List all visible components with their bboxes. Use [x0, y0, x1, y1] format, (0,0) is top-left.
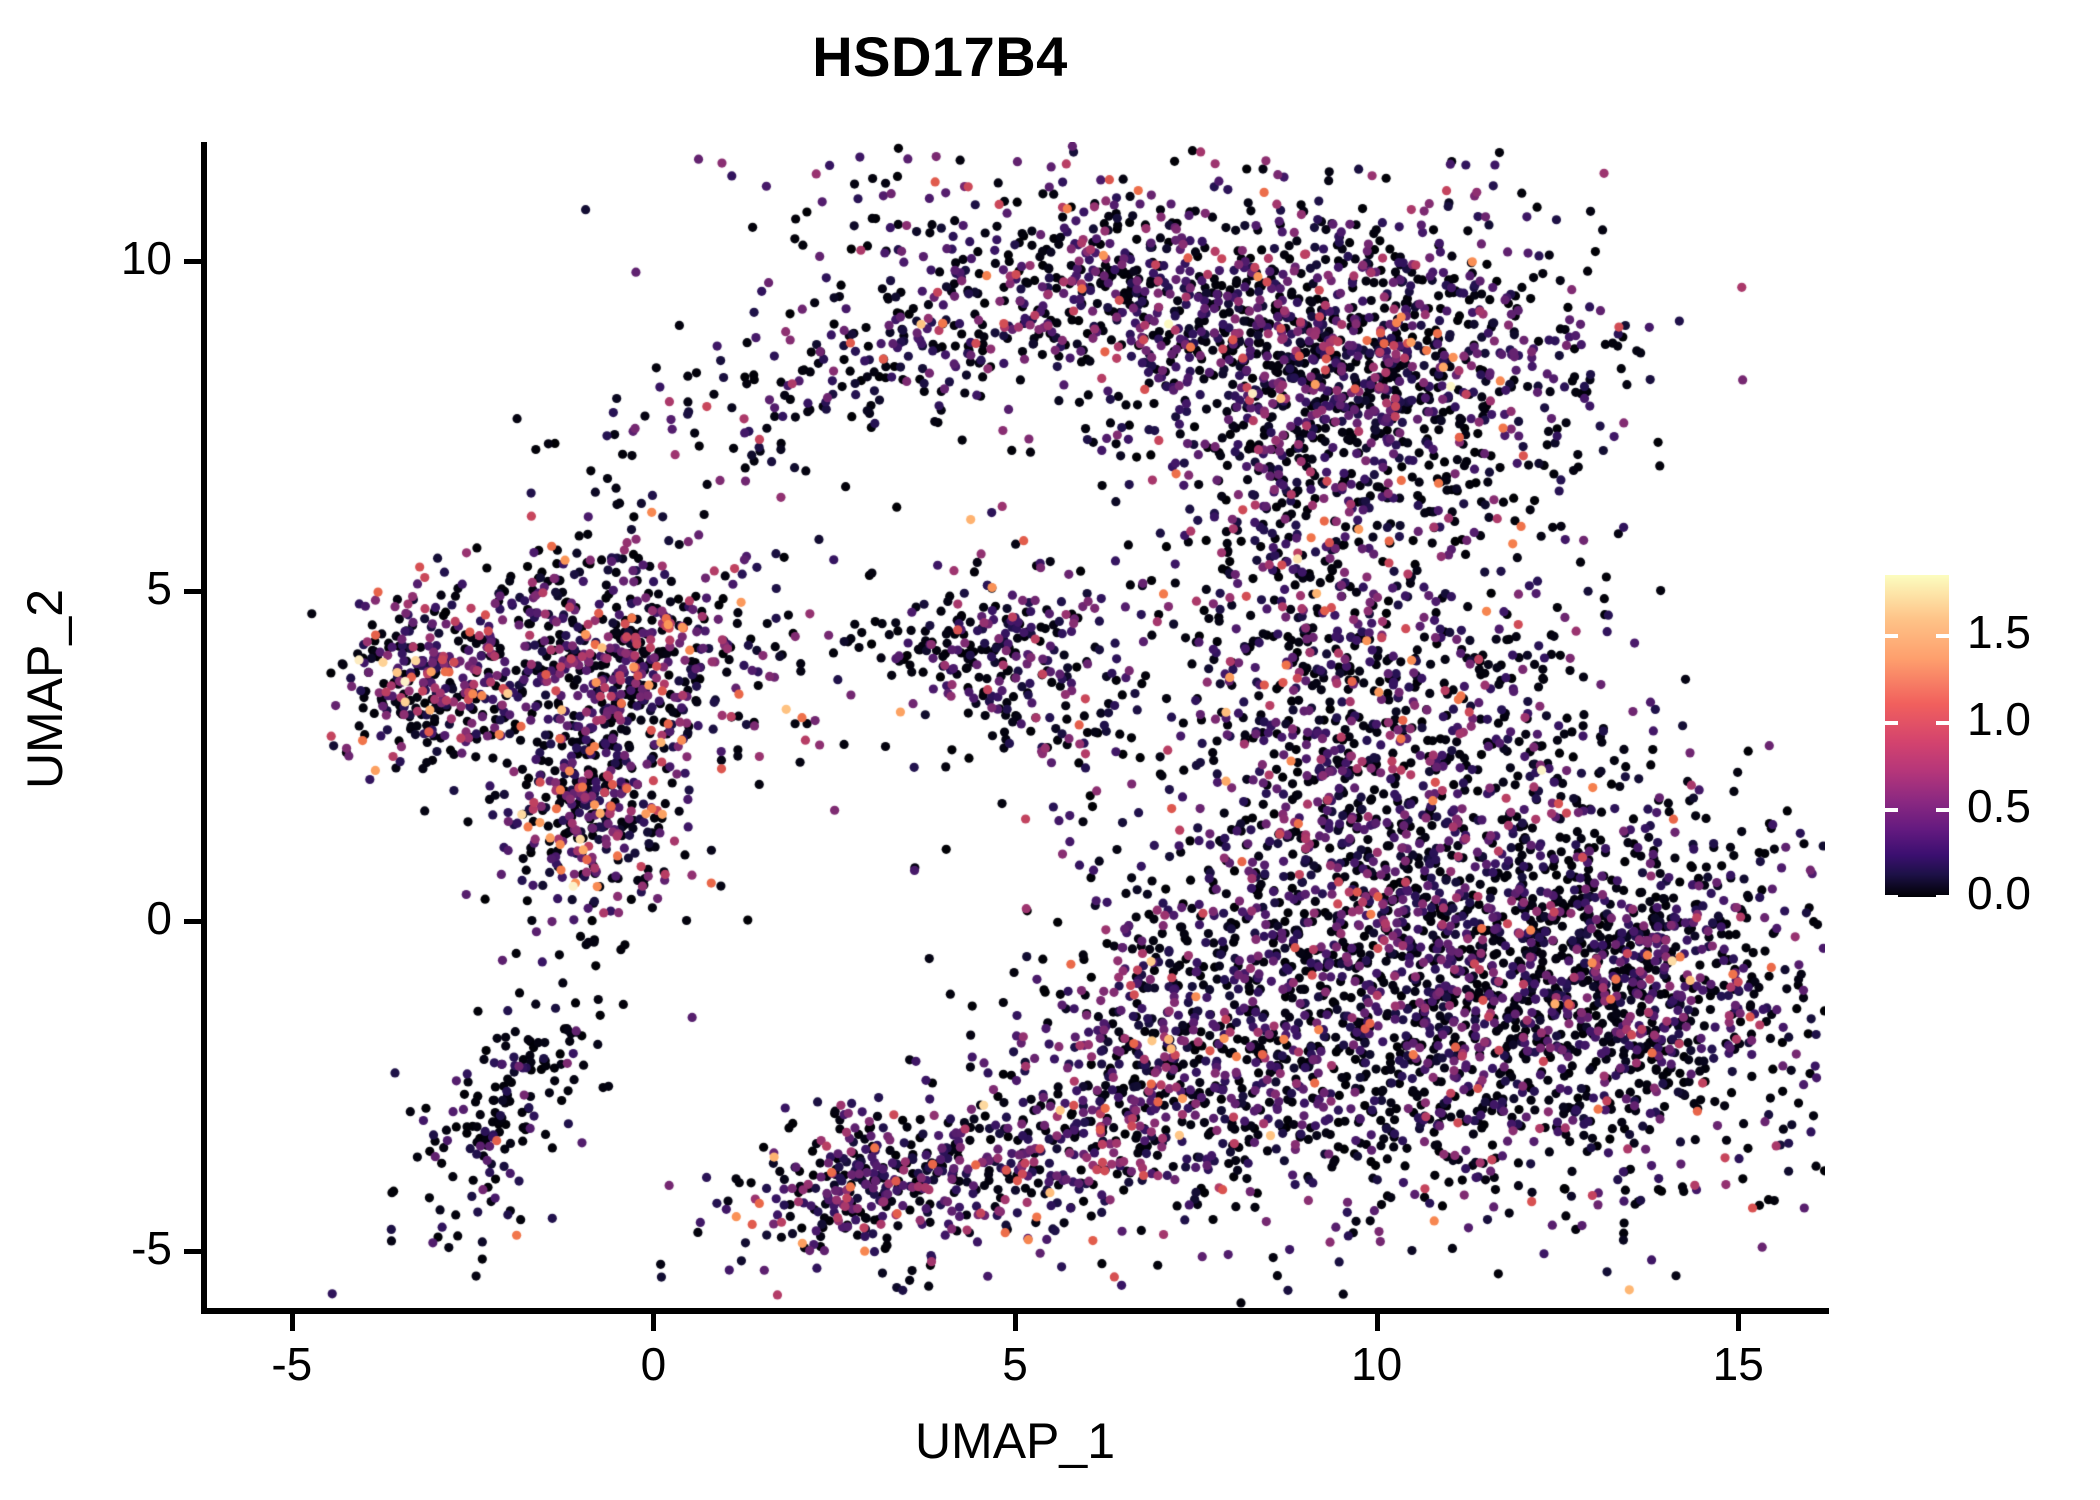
- x-tick-label: 0: [640, 1338, 667, 1390]
- x-tick-mark: [1013, 1314, 1018, 1331]
- x-axis-line: [201, 1308, 1829, 1314]
- x-tick-mark: [651, 1314, 657, 1331]
- colorbar-tick-mark: [1936, 807, 1949, 812]
- x-tick-label: 15: [1712, 1338, 1764, 1390]
- colorbar-tick-mark: [1936, 720, 1949, 725]
- y-tick-mark: [184, 918, 201, 924]
- y-tick-mark: [184, 258, 201, 264]
- colorbar-tick-mark: [1885, 633, 1898, 638]
- colorbar-tick-label: 1.5: [1967, 605, 2031, 658]
- page-title: HSD17B4: [812, 25, 1068, 88]
- y-tick-label: 0: [146, 891, 172, 944]
- scatter-points-canvas: [205, 142, 1825, 1310]
- x-tick-mark: [289, 1314, 295, 1331]
- colorbar-tick-label: 0.5: [1967, 779, 2031, 832]
- colorbar-tick-mark: [1885, 720, 1898, 725]
- colorbar-tick-mark: [1885, 895, 1898, 899]
- x-axis-title: UMAP_1: [914, 1413, 1116, 1469]
- y-tick-mark: [184, 1248, 201, 1254]
- colorbar-tick-mark: [1936, 633, 1949, 638]
- scatter-plot-panel: [205, 142, 1825, 1310]
- colorbar-tick-label: 1.0: [1967, 692, 2031, 745]
- y-tick-label: -5: [131, 1221, 172, 1274]
- x-tick-label: -5: [271, 1338, 313, 1390]
- y-axis-title: UMAP_2: [17, 588, 73, 790]
- y-tick-label: 5: [146, 561, 172, 614]
- x-tick-mark: [1374, 1314, 1380, 1331]
- x-tick-label: 5: [1002, 1338, 1028, 1390]
- colorbar-gradient: [1885, 575, 1949, 897]
- x-tick-label: 10: [1351, 1338, 1403, 1390]
- y-tick-mark: [184, 588, 201, 594]
- y-axis-line: [201, 142, 207, 1314]
- color-legend: 1.5 1.0 0.5 0.0: [1885, 575, 2085, 919]
- x-tick-mark: [1736, 1314, 1742, 1331]
- colorbar-tick-label: 0.0: [1967, 867, 2031, 919]
- colorbar-tick-mark: [1936, 895, 1949, 899]
- y-tick-label: 10: [120, 231, 172, 284]
- colorbar-tick-mark: [1885, 807, 1898, 812]
